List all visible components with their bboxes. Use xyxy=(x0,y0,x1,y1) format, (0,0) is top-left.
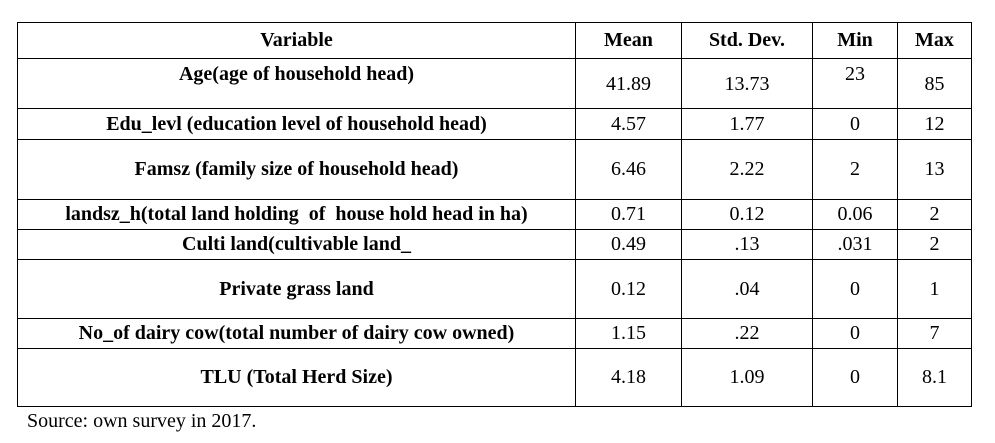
cell-max: 12 xyxy=(897,108,972,140)
cell-std-dev: 2.22 xyxy=(681,139,813,200)
cell-mean: 0.49 xyxy=(575,229,682,260)
cell-variable: Private grass land xyxy=(17,259,576,319)
cell-std-dev: .04 xyxy=(681,259,813,319)
cell-variable: Age(age of household head) xyxy=(17,58,576,109)
header-max: Max xyxy=(897,22,972,59)
cell-variable: Edu_levl (education level of household h… xyxy=(17,108,576,140)
cell-max: 2 xyxy=(897,199,972,230)
cell-min: 0 xyxy=(812,348,898,407)
header-variable: Variable xyxy=(17,22,576,59)
cell-max: 85 xyxy=(897,58,972,109)
table-row: Culti land(cultivable land_ 0.49 .13 .03… xyxy=(17,229,972,260)
source-note: Source: own survey in 2017. xyxy=(27,410,257,432)
cell-min: .031 xyxy=(812,229,898,260)
cell-mean: 4.18 xyxy=(575,348,682,407)
cell-mean: 6.46 xyxy=(575,139,682,200)
cell-std-dev: 0.12 xyxy=(681,199,813,230)
header-row: Variable Mean Std. Dev. Min Max xyxy=(17,22,972,59)
cell-mean: 4.57 xyxy=(575,108,682,140)
cell-std-dev: 1.09 xyxy=(681,348,813,407)
cell-std-dev: .13 xyxy=(681,229,813,260)
cell-variable: Famsz (family size of household head) xyxy=(17,139,576,200)
cell-min: 0 xyxy=(812,259,898,319)
summary-statistics-table: Variable Mean Std. Dev. Min Max Age(age … xyxy=(17,22,972,407)
header-min: Min xyxy=(812,22,898,59)
cell-min: 0 xyxy=(812,108,898,140)
header-std-dev: Std. Dev. xyxy=(681,22,813,59)
cell-min: 0 xyxy=(812,318,898,349)
cell-variable: TLU (Total Herd Size) xyxy=(17,348,576,407)
cell-max: 13 xyxy=(897,139,972,200)
table-row: landsz_h(total land holding of house hol… xyxy=(17,199,972,230)
cell-mean: 0.71 xyxy=(575,199,682,230)
cell-std-dev: 13.73 xyxy=(681,58,813,109)
cell-max: 7 xyxy=(897,318,972,349)
cell-max: 2 xyxy=(897,229,972,260)
cell-std-dev: .22 xyxy=(681,318,813,349)
cell-variable: landsz_h(total land holding of house hol… xyxy=(17,199,576,230)
cell-mean: 0.12 xyxy=(575,259,682,319)
cell-variable: Culti land(cultivable land_ xyxy=(17,229,576,260)
cell-min: 23 xyxy=(812,58,898,109)
cell-max: 1 xyxy=(897,259,972,319)
cell-min: 2 xyxy=(812,139,898,200)
table-row: Edu_levl (education level of household h… xyxy=(17,108,972,140)
table-row: Famsz (family size of household head) 6.… xyxy=(17,139,972,200)
table-row: Age(age of household head) 41.89 13.73 2… xyxy=(17,58,972,109)
cell-mean: 1.15 xyxy=(575,318,682,349)
cell-max: 8.1 xyxy=(897,348,972,407)
table-row: No_of dairy cow(total number of dairy co… xyxy=(17,318,972,349)
header-mean: Mean xyxy=(575,22,682,59)
cell-mean: 41.89 xyxy=(575,58,682,109)
cell-min: 0.06 xyxy=(812,199,898,230)
cell-variable: No_of dairy cow(total number of dairy co… xyxy=(17,318,576,349)
table-row: Private grass land 0.12 .04 0 1 xyxy=(17,259,972,319)
table-row: TLU (Total Herd Size) 4.18 1.09 0 8.1 xyxy=(17,348,972,407)
cell-std-dev: 1.77 xyxy=(681,108,813,140)
